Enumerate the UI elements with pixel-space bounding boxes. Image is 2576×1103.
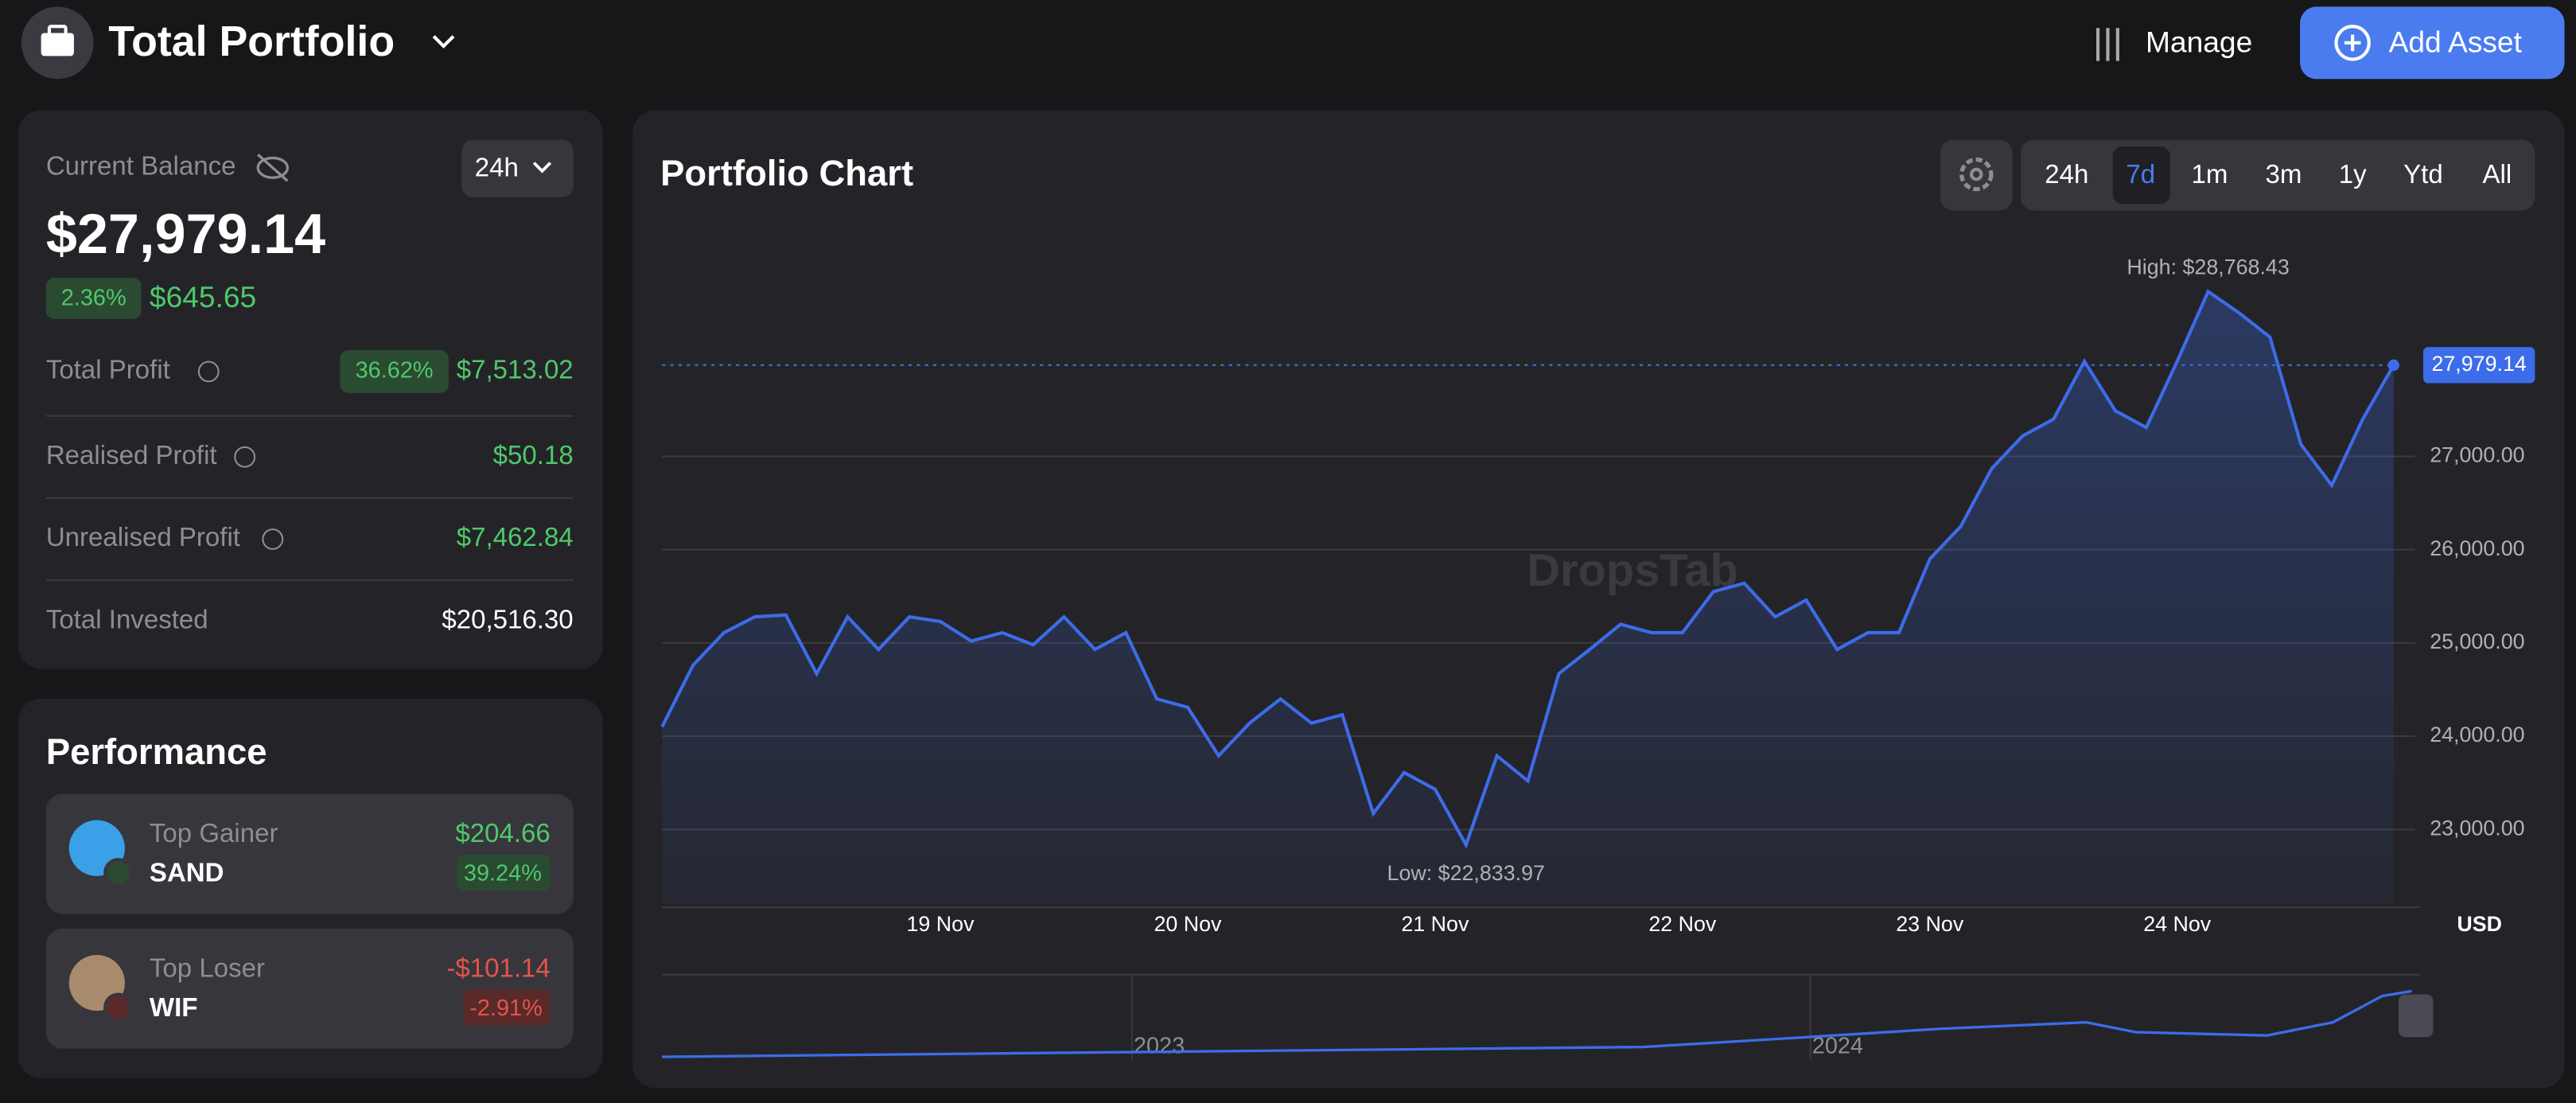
navigator-label: 2023 bbox=[1134, 1033, 1185, 1058]
high-label: High: $28,768.43 bbox=[2127, 255, 2289, 279]
watermark: DropsTab bbox=[1527, 545, 1738, 596]
y-unit: USD bbox=[2457, 912, 2502, 936]
hide-balance-icon[interactable] bbox=[256, 154, 290, 182]
balance-card bbox=[18, 110, 603, 669]
row-label: Unrealised Profit bbox=[46, 523, 240, 552]
top-gainer[interactable]: Top Gainer SAND $204.66 39.24% bbox=[45, 793, 574, 914]
settings-bg bbox=[1940, 139, 2013, 211]
info-icon bbox=[262, 528, 284, 550]
row-label: Total Profit bbox=[46, 356, 170, 385]
last-value-tag bbox=[2422, 347, 2535, 384]
item-bg bbox=[45, 793, 574, 914]
portfolio-title: Total Portfolio bbox=[108, 18, 395, 65]
row-label: Total Invested bbox=[46, 605, 208, 634]
info-icon bbox=[234, 446, 256, 468]
item-percent: 39.24% bbox=[464, 860, 542, 886]
balance-value: $27,979.14 bbox=[46, 202, 325, 265]
change-percent: 2.36% bbox=[61, 286, 126, 311]
badge bbox=[340, 350, 449, 393]
manage-button[interactable]: Manage bbox=[2096, 25, 2252, 61]
top-loser[interactable]: Top Loser WIF -$101.14 -2.91% bbox=[45, 928, 574, 1049]
x-tick-label: 20 Nov bbox=[1154, 912, 1222, 936]
up-icon bbox=[103, 858, 134, 888]
navigator-handle[interactable] bbox=[2398, 994, 2434, 1038]
add-asset-bg bbox=[2300, 6, 2565, 80]
manage-label: Manage bbox=[2146, 25, 2252, 59]
chart-title: Portfolio Chart bbox=[660, 153, 913, 193]
item-value: $204.66 bbox=[455, 819, 550, 848]
line bbox=[660, 289, 2395, 849]
navigator-line bbox=[662, 989, 2412, 1058]
balance-label: Current Balance bbox=[46, 152, 236, 181]
range-active-bg bbox=[2112, 146, 2170, 205]
period-label: 24h bbox=[475, 154, 519, 183]
x-tick-label: 24 Nov bbox=[2143, 912, 2212, 936]
row-value: $20,516.30 bbox=[442, 605, 573, 634]
item-label: Top Loser bbox=[150, 953, 265, 983]
row-value: $7,462.84 bbox=[457, 523, 574, 552]
x-tick-label: 22 Nov bbox=[1648, 912, 1717, 936]
gear-icon bbox=[1959, 157, 1994, 192]
y-tick-label: 24,000.00 bbox=[2430, 723, 2524, 746]
item-bg bbox=[45, 928, 574, 1049]
row-label: Realised Profit bbox=[46, 441, 217, 470]
gear-center bbox=[1969, 167, 1983, 181]
y-tick-label: 27,000.00 bbox=[2430, 443, 2524, 467]
last-point bbox=[2387, 359, 2400, 372]
manage-icon bbox=[2096, 28, 2119, 61]
row-value: $50.18 bbox=[493, 441, 574, 470]
row-value: $7,513.02 bbox=[457, 356, 574, 385]
y-tick-label: 23,000.00 bbox=[2430, 816, 2524, 840]
x-tick-label: 23 Nov bbox=[1896, 912, 1964, 936]
range-button[interactable]: 7d bbox=[2126, 160, 2155, 189]
item-label: Top Gainer bbox=[150, 819, 278, 848]
row-percent: 36.62% bbox=[356, 358, 434, 384]
down-icon bbox=[103, 992, 134, 1023]
range-button[interactable]: 1m bbox=[2192, 160, 2228, 189]
x-tick-label: 19 Nov bbox=[907, 912, 975, 936]
performance-title: Performance bbox=[46, 731, 267, 772]
chevron bbox=[432, 35, 455, 49]
info-icon bbox=[197, 361, 220, 383]
range-button[interactable]: Ytd bbox=[2403, 160, 2443, 189]
period-bg bbox=[461, 139, 574, 197]
settings-button[interactable] bbox=[1940, 139, 2013, 211]
y-tick-label: 26,000.00 bbox=[2430, 536, 2524, 560]
period-dropdown[interactable]: 24h bbox=[461, 139, 574, 197]
x-tick-label: 21 Nov bbox=[1401, 912, 1469, 936]
last-value-label: 27,979.14 bbox=[2431, 352, 2526, 376]
range-button[interactable]: 24h bbox=[2045, 160, 2088, 189]
range-button[interactable]: 3m bbox=[2265, 160, 2302, 189]
low-label: Low: $22,833.97 bbox=[1387, 861, 1545, 885]
range-button[interactable]: All bbox=[2483, 160, 2512, 189]
plus bbox=[2344, 34, 2361, 52]
area-fill bbox=[662, 291, 2394, 904]
plot: 24h 7d 1m 3m 1y Ytd All 23,000.00 24,000.00 25,00… bbox=[660, 146, 2535, 936]
y-tick-label: 25,000.00 bbox=[2430, 629, 2524, 653]
item-asset: SAND bbox=[150, 859, 224, 888]
portfolio-selector[interactable]: Total Portfolio bbox=[21, 6, 455, 80]
add-asset-button[interactable]: Add Asset bbox=[2300, 6, 2565, 80]
briefcase-icon bbox=[41, 33, 74, 57]
badge bbox=[45, 278, 142, 319]
item-asset: WIF bbox=[150, 993, 198, 1023]
plus-icon bbox=[2334, 25, 2371, 61]
badge bbox=[463, 989, 551, 1026]
item-value: -$101.14 bbox=[446, 953, 550, 983]
range-button[interactable]: 1y bbox=[2339, 160, 2367, 189]
add-asset-label: Add Asset bbox=[2389, 25, 2523, 59]
chevron bbox=[532, 162, 552, 173]
badge bbox=[457, 855, 551, 891]
change-value: $645.65 bbox=[150, 280, 256, 314]
briefcase-handle bbox=[47, 25, 68, 37]
item-percent: -2.91% bbox=[469, 996, 543, 1021]
